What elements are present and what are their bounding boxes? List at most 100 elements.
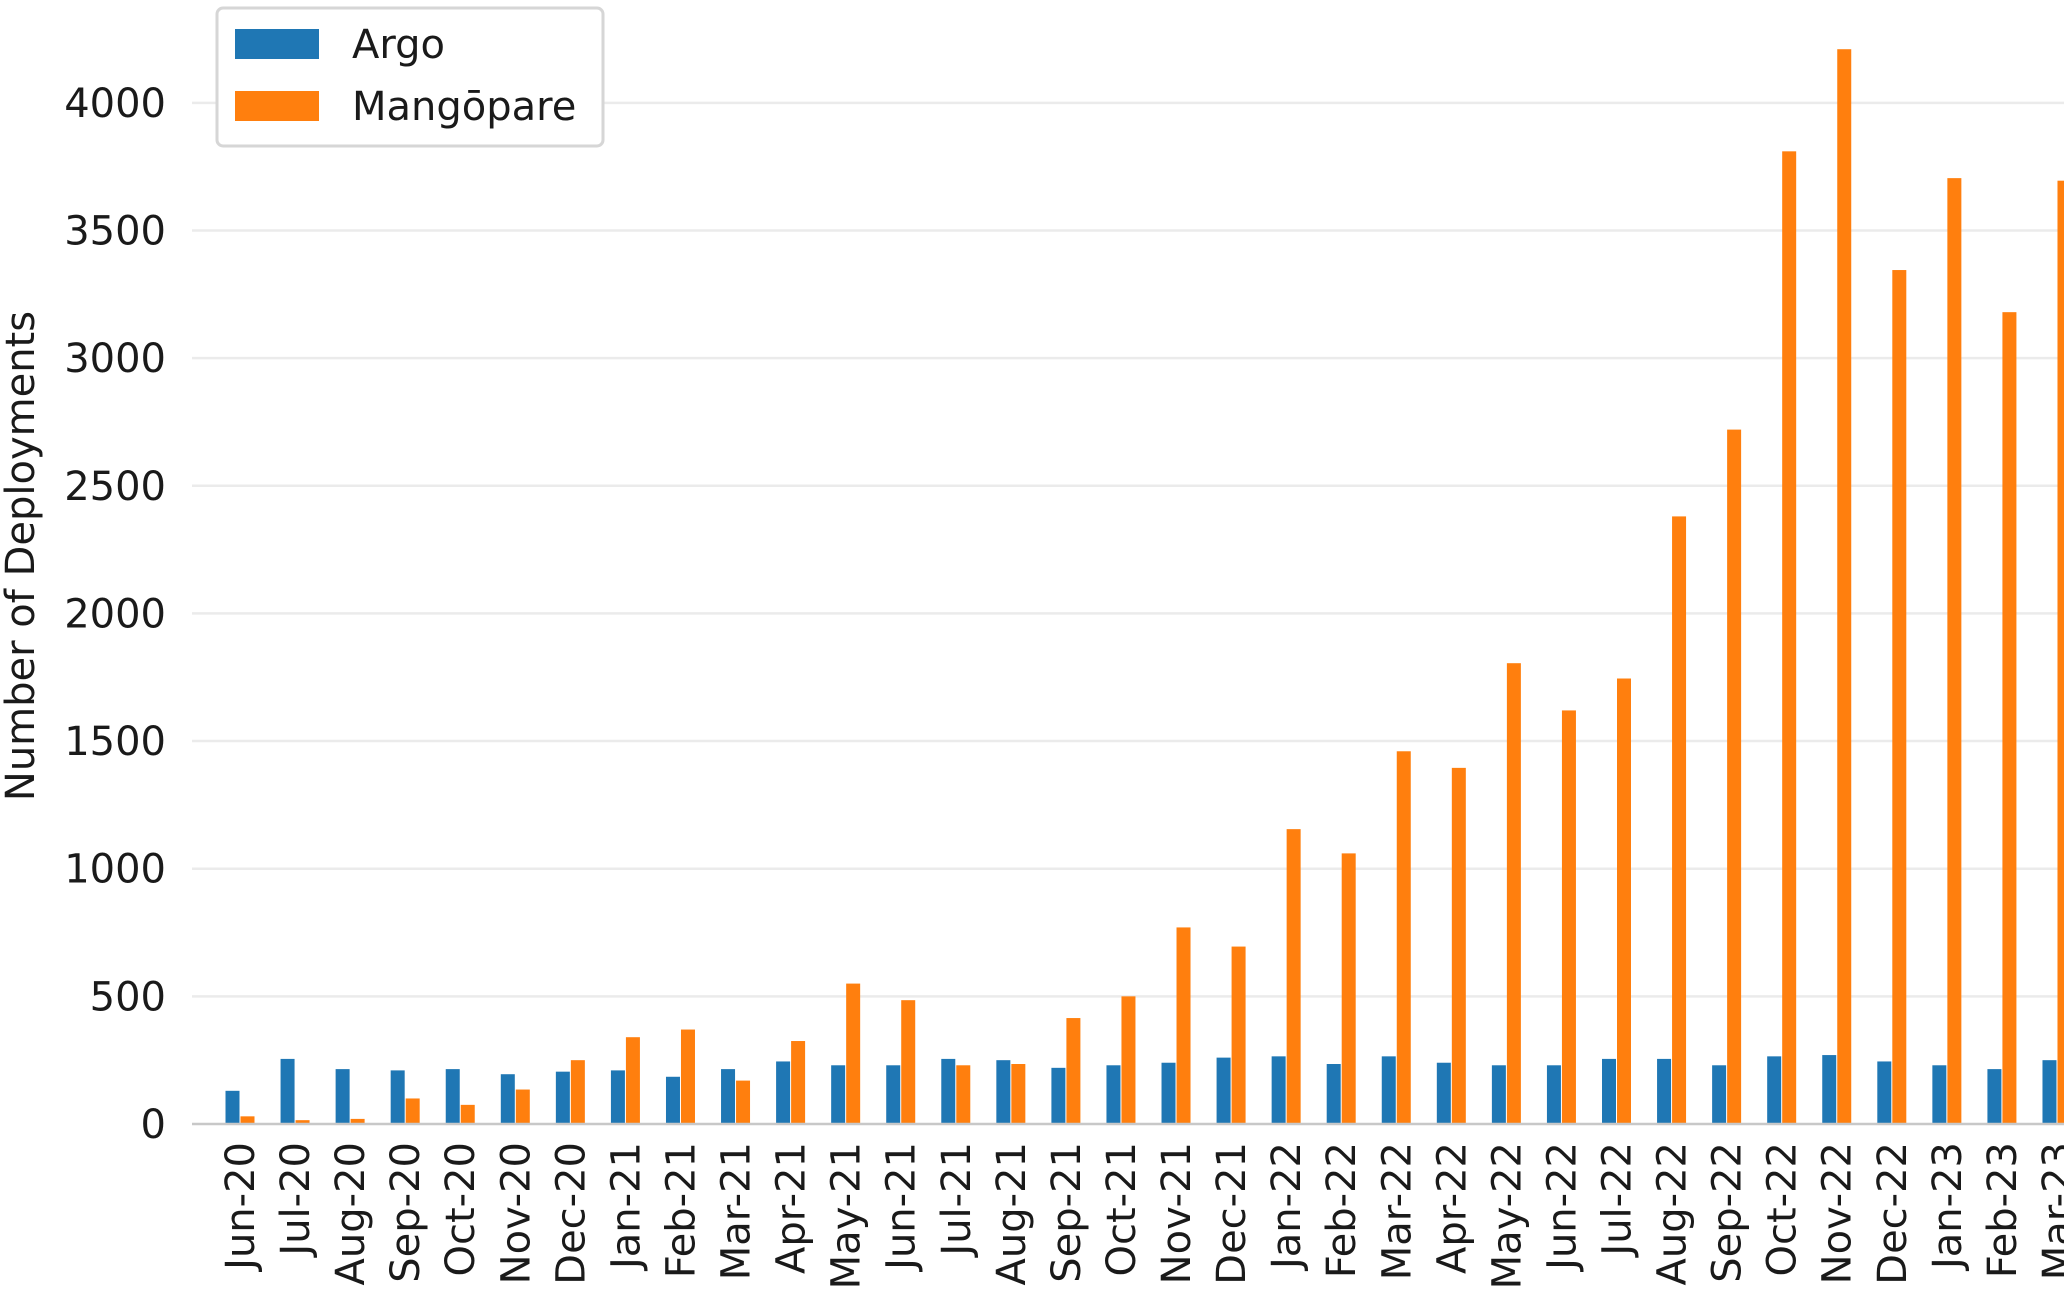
y-tick-label: 4000 [64,81,166,127]
bar-argo-sep-21 [1051,1068,1065,1124]
bar-argo-nov-20 [501,1074,515,1124]
bars [226,49,2064,1124]
bar-mang-pare-aug-22 [1672,516,1686,1124]
bar-argo-oct-22 [1767,1056,1781,1124]
x-tick-label: Jul-21 [934,1142,980,1259]
bar-argo-may-21 [831,1065,845,1124]
bar-argo-aug-21 [996,1060,1010,1124]
x-tick-label: Apr-22 [1429,1142,1475,1274]
x-tick-label: Aug-21 [989,1142,1035,1285]
y-tick-label: 1500 [64,719,166,765]
x-tick-label: Jun-21 [879,1142,925,1273]
bar-mang-pare-oct-22 [1782,151,1796,1124]
bar-argo-jul-21 [941,1059,955,1124]
bar-mang-pare-sep-22 [1727,430,1741,1124]
bar-mang-pare-jun-22 [1562,710,1576,1124]
x-tick-label: Jan-22 [1264,1142,1310,1272]
bar-argo-jul-20 [281,1059,295,1124]
x-tick-label: Dec-21 [1209,1142,1255,1285]
bar-mang-pare-nov-21 [1177,927,1191,1124]
bar-mang-pare-nov-22 [1837,49,1851,1124]
bar-argo-jun-22 [1547,1065,1561,1124]
x-tick-label: Feb-21 [658,1142,704,1278]
x-tick-label: Dec-22 [1870,1142,1916,1285]
bar-argo-nov-22 [1822,1055,1836,1124]
bar-argo-feb-23 [1987,1069,2001,1124]
bar-argo-dec-21 [1217,1058,1231,1124]
bar-mang-pare-mar-22 [1397,751,1411,1124]
bar-argo-aug-22 [1657,1059,1671,1124]
bar-argo-feb-22 [1327,1064,1341,1124]
bar-mang-pare-apr-22 [1452,768,1466,1124]
bar-mang-pare-jan-21 [626,1037,640,1124]
bar-argo-nov-21 [1162,1063,1176,1124]
x-tick-label: Nov-22 [1815,1142,1861,1284]
x-tick-label: Dec-20 [548,1142,594,1285]
x-tick-label: Mar-22 [1374,1142,1420,1280]
bar-mang-pare-feb-22 [1342,853,1356,1124]
legend-swatch [235,91,319,121]
bar-mang-pare-may-21 [846,984,860,1124]
bar-argo-oct-20 [446,1069,460,1124]
bar-argo-mar-22 [1382,1056,1396,1124]
bar-argo-jan-23 [1932,1065,1946,1124]
x-tick-label: Jul-20 [273,1142,319,1259]
bar-mang-pare-jul-22 [1617,679,1631,1124]
x-tick-label: Sep-20 [383,1142,429,1283]
bar-mang-pare-dec-20 [571,1060,585,1124]
bar-argo-apr-21 [776,1061,790,1124]
bar-argo-jan-21 [611,1070,625,1124]
x-tick-label: Jan-21 [603,1142,649,1272]
x-tick-label: Mar-21 [714,1142,760,1280]
bar-mang-pare-dec-22 [1892,270,1906,1124]
legend-label: Argo [352,22,445,68]
bar-mang-pare-may-22 [1507,663,1521,1124]
y-axis-label: Number of Deployments [0,311,44,801]
x-tick-label: May-22 [1484,1142,1530,1289]
bar-argo-mar-23 [2042,1060,2056,1124]
x-tick-label: Oct-21 [1099,1142,1145,1277]
bar-mang-pare-oct-21 [1121,996,1135,1124]
bar-mang-pare-nov-20 [516,1090,530,1124]
y-tick-label: 3000 [64,336,166,382]
x-tick-label: Mar-23 [2035,1142,2064,1280]
bar-argo-oct-21 [1106,1065,1120,1124]
bar-mang-pare-feb-21 [681,1030,695,1124]
bar-argo-sep-20 [391,1070,405,1124]
bar-argo-dec-20 [556,1072,570,1124]
x-tick-label: Jun-20 [218,1142,264,1273]
bar-argo-apr-22 [1437,1063,1451,1124]
legend-swatch [235,29,319,59]
y-tick-label: 3500 [64,208,166,254]
y-tick-label: 0 [141,1102,166,1148]
x-tick-label: Nov-21 [1154,1142,1200,1284]
bar-mang-pare-feb-23 [2002,312,2016,1124]
bar-argo-jan-22 [1272,1056,1286,1124]
bar-argo-jun-20 [226,1091,240,1124]
x-tick-label: Oct-22 [1760,1142,1806,1277]
bar-mang-pare-jul-21 [956,1065,970,1124]
bar-mang-pare-jun-21 [901,1000,915,1124]
x-tick-label: Jul-22 [1595,1142,1641,1259]
x-tick-label: May-21 [824,1142,870,1289]
bar-argo-jun-21 [886,1065,900,1124]
x-tick-label: Feb-22 [1319,1142,1365,1278]
bar-argo-sep-22 [1712,1065,1726,1124]
bar-mang-pare-apr-21 [791,1041,805,1124]
bar-mang-pare-oct-20 [461,1105,475,1124]
x-tick-label: Aug-20 [328,1142,374,1285]
bar-argo-aug-20 [336,1069,350,1124]
bar-argo-feb-21 [666,1077,680,1124]
x-tick-label: Sep-22 [1705,1142,1751,1283]
bar-argo-mar-21 [721,1069,735,1124]
bar-argo-may-22 [1492,1065,1506,1124]
x-tick-label: Jun-22 [1539,1142,1585,1273]
x-tick-label: Sep-21 [1044,1142,1090,1283]
bar-mang-pare-aug-21 [1011,1064,1025,1124]
x-tick-label: Jan-23 [1925,1142,1971,1272]
